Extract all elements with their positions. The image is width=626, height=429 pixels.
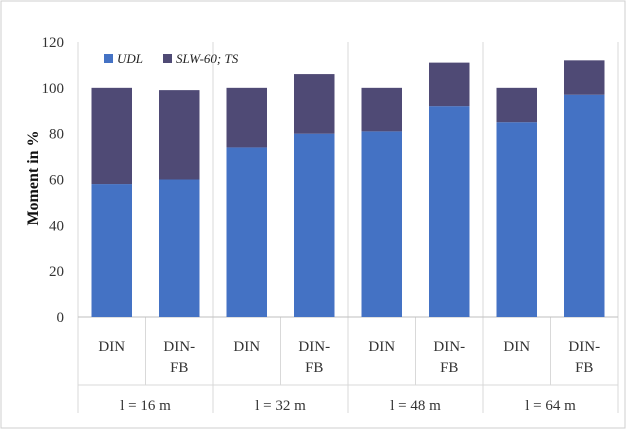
bar-udl	[226, 147, 267, 317]
bar-udl	[294, 133, 335, 317]
category-label: DIN-	[163, 339, 195, 355]
bar-udl	[91, 184, 132, 317]
bar-udl	[159, 179, 200, 317]
category-label: DIN	[368, 339, 395, 355]
group-label: l = 16 m	[120, 398, 171, 414]
y-tick-label: 60	[49, 173, 64, 189]
bar-slw-ts	[91, 87, 132, 185]
legend-swatch-slw	[163, 54, 172, 63]
bar-udl	[564, 94, 605, 317]
category-label: FB	[575, 360, 593, 376]
category-label: FB	[305, 360, 323, 376]
legend-label-udl: UDL	[117, 51, 143, 66]
category-label: DIN-	[298, 339, 330, 355]
category-label: FB	[170, 360, 188, 376]
y-tick-label: 40	[49, 218, 64, 234]
y-tick-label: 0	[57, 310, 65, 326]
group-label: l = 32 m	[255, 398, 306, 414]
bar-slw-ts	[294, 74, 335, 134]
category-label: DIN-	[568, 339, 600, 355]
bar-udl	[429, 106, 470, 318]
y-tick-label: 100	[42, 81, 65, 97]
y-tick-label: 20	[49, 264, 64, 280]
bar-udl	[496, 122, 537, 317]
category-label: FB	[440, 360, 458, 376]
category-label: DIN-	[433, 339, 465, 355]
legend: UDL SLW-60; TS	[104, 51, 239, 66]
legend-swatch-udl	[104, 54, 113, 63]
y-tick-label: 120	[42, 35, 65, 51]
y-tick-label: 80	[49, 127, 64, 143]
bar-slw-ts	[361, 87, 402, 132]
category-labels: DIN DIN- FB DIN DIN- FB DIN DIN- FB DIN DIN- FB	[98, 339, 600, 376]
y-axis-label: Moment in %	[25, 130, 42, 225]
category-label: DIN	[233, 339, 260, 355]
group-label: l = 48 m	[390, 398, 441, 414]
bar-slw-ts	[226, 87, 267, 148]
group-label: l = 64 m	[525, 398, 576, 414]
bar-udl	[361, 131, 402, 317]
bar-slw-ts	[564, 60, 605, 95]
bar-slw-ts	[159, 90, 200, 180]
y-axis-ticks: 0 20 40 60 80 100 120	[42, 35, 65, 326]
bar-slw-ts	[496, 87, 537, 123]
category-label: DIN	[503, 339, 530, 355]
legend-label-slw: SLW-60; TS	[176, 51, 239, 66]
group-labels: l = 16 m l = 32 m l = 48 m l = 64 m	[120, 398, 576, 414]
bars	[91, 60, 605, 318]
bar-slw-ts	[429, 62, 470, 107]
category-label: DIN	[98, 339, 125, 355]
